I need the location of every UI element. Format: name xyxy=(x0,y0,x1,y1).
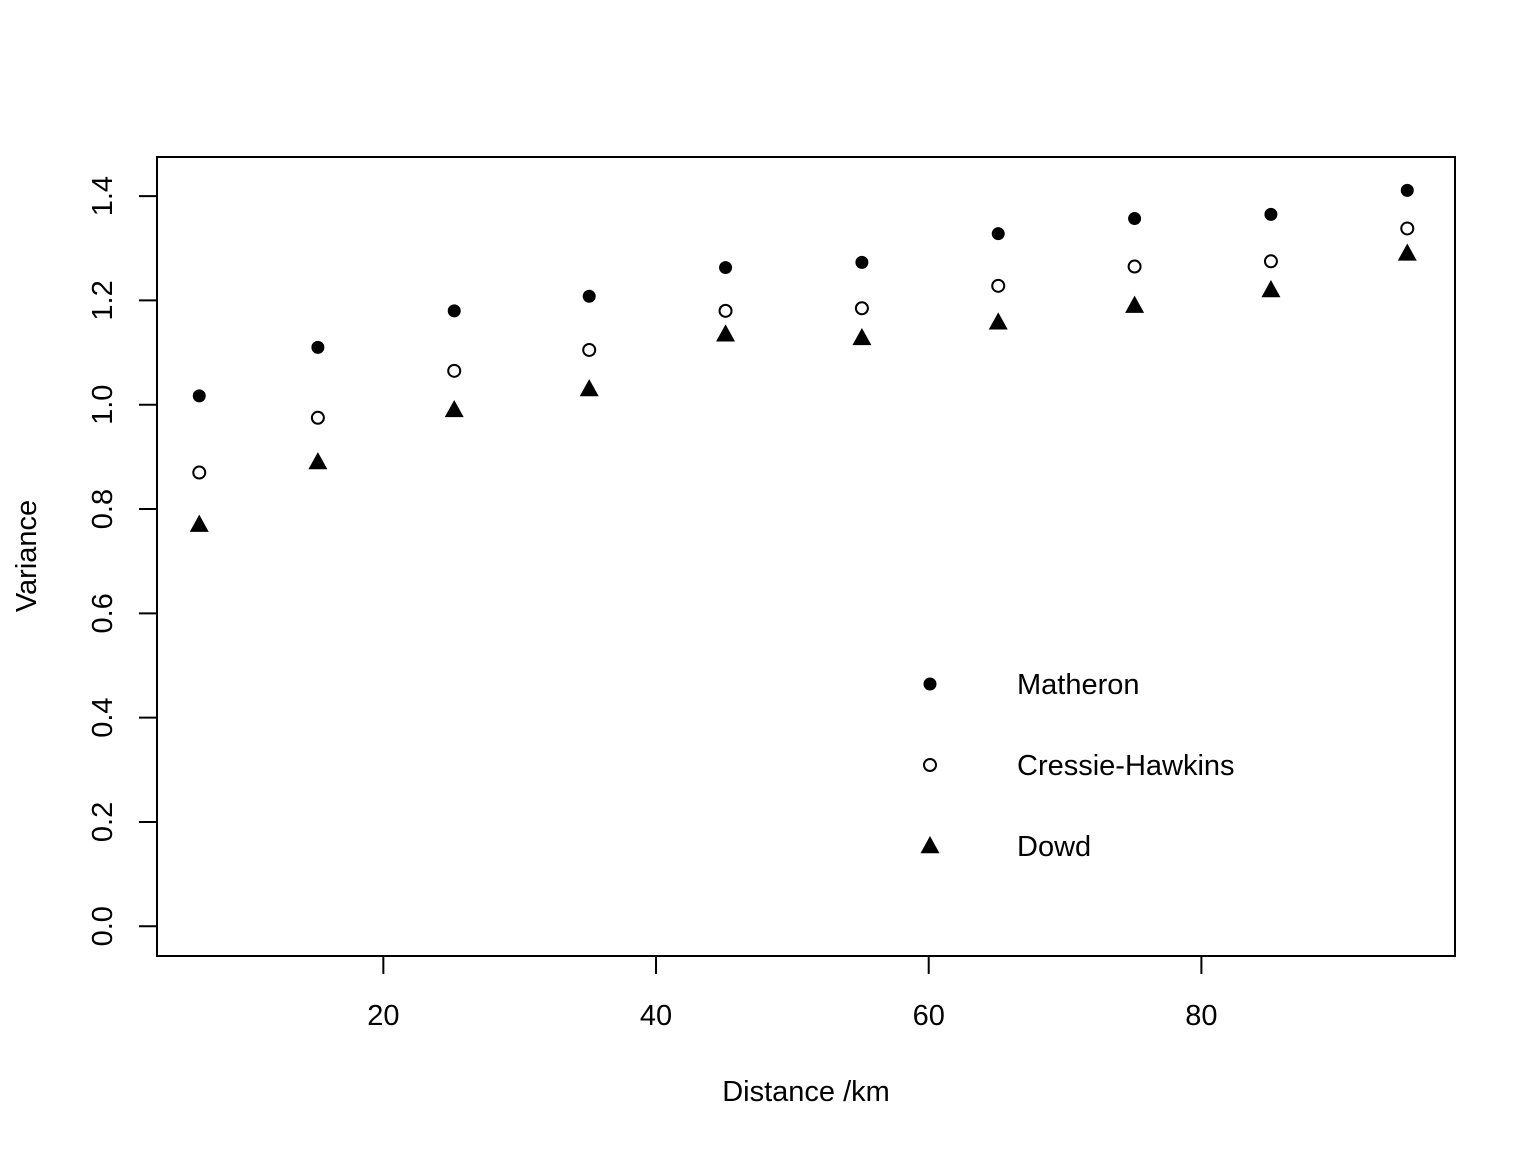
data-point xyxy=(852,327,872,346)
data-point xyxy=(1264,207,1278,221)
data-point xyxy=(192,465,207,480)
data-point xyxy=(582,289,596,303)
legend: Matheron Cressie-Hawkins Dowd xyxy=(920,669,1235,863)
data-point xyxy=(311,340,325,354)
legend-marker xyxy=(923,758,937,772)
plot-frame xyxy=(156,156,1456,957)
series-dowd xyxy=(189,243,1417,532)
data-point xyxy=(1128,212,1142,226)
x-axis-title: Distance /km xyxy=(722,1076,890,1108)
legend-label: Dowd xyxy=(1017,831,1091,863)
data-point xyxy=(447,304,461,318)
data-point xyxy=(719,261,733,275)
data-point xyxy=(855,255,869,269)
data-point xyxy=(991,227,1005,241)
data-point xyxy=(991,278,1006,293)
y-tick-label: 1.4 xyxy=(87,176,119,216)
y-tick-label: 0.2 xyxy=(87,802,119,842)
y-tick-label: 1.2 xyxy=(87,280,119,320)
legend-label: Matheron xyxy=(1017,669,1140,701)
data-point xyxy=(447,363,462,378)
y-axis-title: Variance xyxy=(11,500,43,612)
x-tick-label: 40 xyxy=(640,1000,672,1032)
x-tick-label: 60 xyxy=(913,1000,945,1032)
data-point xyxy=(1400,183,1414,197)
data-point xyxy=(1261,279,1281,298)
data-point xyxy=(718,303,733,318)
data-point xyxy=(1125,295,1145,313)
data-points xyxy=(189,183,1417,532)
legend-marker xyxy=(920,836,940,854)
y-tick-label: 0.6 xyxy=(87,593,119,633)
data-point xyxy=(308,452,328,470)
data-point xyxy=(1127,259,1142,274)
data-point xyxy=(1397,243,1417,261)
data-point xyxy=(582,342,597,357)
data-point xyxy=(1400,221,1415,236)
y-axis: 0.0 0.2 0.4 0.6 0.8 1.0 1.2 1.4 xyxy=(87,176,157,946)
y-tick-label: 0.8 xyxy=(87,489,119,529)
x-axis: 20 40 60 80 xyxy=(367,956,1218,1032)
data-point xyxy=(1263,254,1278,269)
data-point xyxy=(444,399,464,418)
y-tick-label: 1.0 xyxy=(87,385,119,425)
data-point xyxy=(988,312,1008,330)
data-point xyxy=(716,324,736,342)
data-point xyxy=(579,379,599,397)
legend-marker xyxy=(923,677,937,691)
series-matheron xyxy=(192,183,1414,403)
data-point xyxy=(310,410,325,425)
y-tick-label: 0.0 xyxy=(87,906,119,946)
series-cressie-hawkins xyxy=(192,221,1415,480)
legend-label: Cressie-Hawkins xyxy=(1017,750,1235,782)
data-point xyxy=(854,301,869,316)
y-tick-label: 0.4 xyxy=(87,697,119,737)
data-point xyxy=(192,389,206,403)
x-tick-label: 80 xyxy=(1185,1000,1217,1032)
x-tick-label: 20 xyxy=(367,1000,399,1032)
data-point xyxy=(189,514,209,532)
